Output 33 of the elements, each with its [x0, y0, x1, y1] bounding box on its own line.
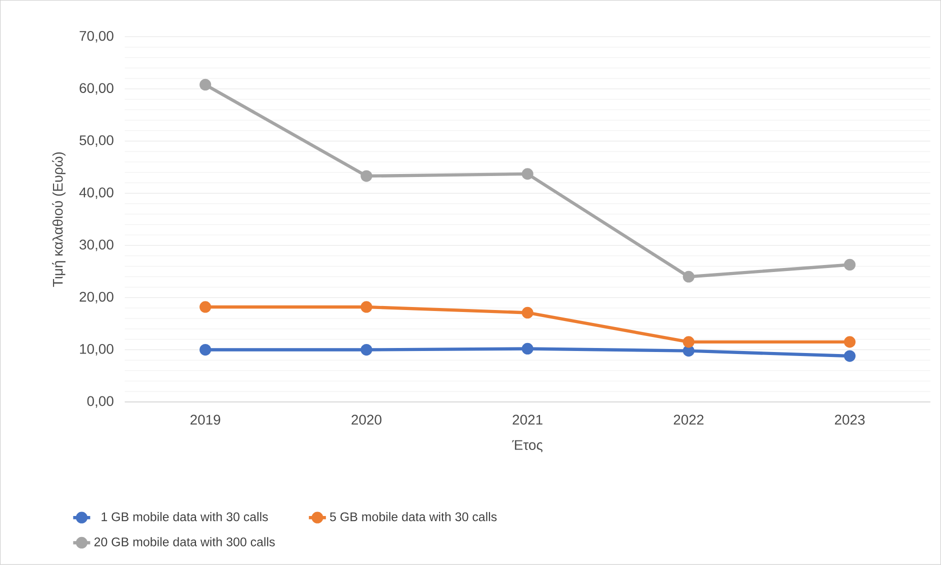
point [844, 350, 856, 362]
point [682, 345, 694, 357]
x-tick-label: 2021 [512, 414, 542, 425]
point [360, 170, 372, 182]
point [522, 307, 534, 319]
legend-label: 5 GB mobile data with 30 calls [330, 512, 497, 522]
point [844, 259, 856, 271]
point [682, 336, 694, 348]
x-tick-label: 2022 [674, 414, 704, 425]
point [200, 301, 212, 313]
point [682, 271, 694, 283]
y-tick-label: 50,00 [80, 135, 114, 147]
y-tick-label: 0,00 [87, 396, 114, 408]
point [360, 344, 372, 356]
y-tick-label: 70,00 [80, 31, 114, 43]
y-tick-label: 30,00 [80, 240, 114, 252]
y-axis-title: Τιμή καλαθιού (Ευρώ) [52, 152, 66, 287]
point [200, 79, 212, 91]
legend-label: 1 GB mobile data with 30 calls [102, 512, 268, 522]
point [522, 168, 534, 180]
x-tick-label: 2023 [834, 414, 865, 425]
y-tick-label: 10,00 [80, 344, 114, 356]
point [522, 343, 534, 355]
x-tick-label: 2020 [352, 414, 382, 425]
legend-label: 20 GB mobile data with 300 calls [94, 537, 275, 546]
point [844, 336, 856, 348]
point [360, 301, 372, 313]
y-tick-label: 60,00 [80, 83, 114, 95]
point [200, 344, 212, 356]
y-tick-label: 20,00 [80, 292, 114, 304]
x-axis-title: Έτος [512, 440, 542, 452]
x-tick-label: 2019 [190, 414, 220, 425]
y-tick-label: 40,00 [79, 188, 114, 200]
